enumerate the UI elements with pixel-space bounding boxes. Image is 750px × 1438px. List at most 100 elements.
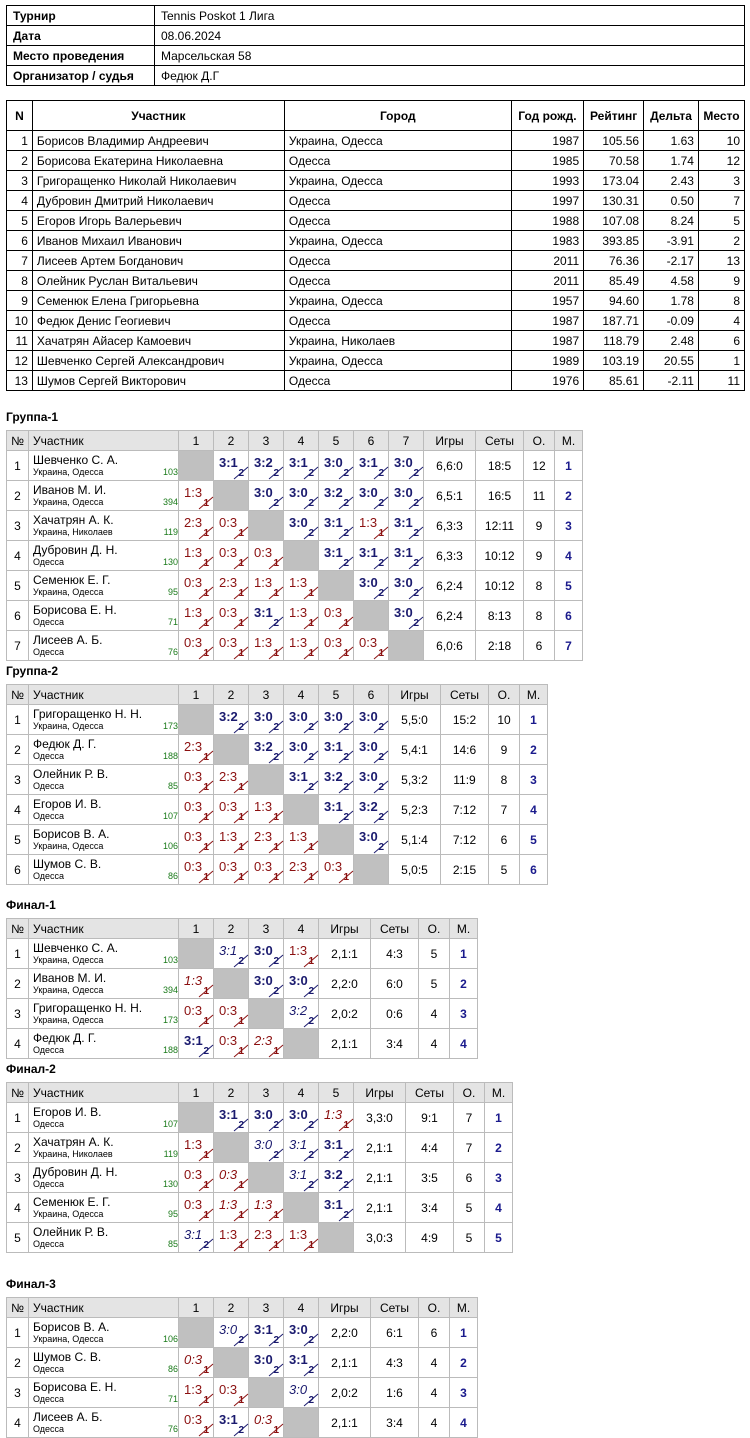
score-slash-icon — [338, 616, 354, 630]
match-score: 3:0 — [359, 709, 378, 724]
group-row: 2 Иванов М. И. Украина, Одесса 394 1:3 1 3:0 2 3… — [6, 968, 478, 999]
player-meta: Одесса 107 — [33, 811, 178, 821]
player-cell: Лисеев А. Б. Одесса 76 — [28, 1407, 179, 1438]
score-slash-icon — [233, 840, 249, 854]
player-city: Одесса — [33, 647, 65, 657]
match-score: 3:0 — [289, 1322, 308, 1337]
match-points: 2 — [343, 722, 349, 733]
score-slash-icon — [303, 720, 319, 734]
participant-cell: Одесса — [283, 210, 512, 231]
score-slash-icon — [373, 496, 389, 510]
row-number: 4 — [6, 540, 29, 571]
match-points: 1 — [203, 842, 209, 853]
place-header: М. — [449, 1297, 478, 1318]
points-cell: 5 — [488, 854, 520, 885]
match-score: 0:3 — [219, 1003, 238, 1018]
match-points: 1 — [343, 872, 349, 883]
sets-cell: 10:12 — [475, 540, 524, 571]
group-table: № Участник 1 2 3 4 5 6 7 Игры Сеты О. М. 1 Шевченко С.… — [6, 430, 583, 661]
participant-cell: 20.55 — [643, 350, 699, 371]
participant-cell: Украина, Одесса — [283, 230, 512, 251]
sets-cell: 2:18 — [475, 630, 524, 661]
score-slash-icon — [303, 1178, 319, 1192]
score-slash-icon — [338, 810, 354, 824]
match-result: 3:1 2 — [213, 450, 249, 481]
match-score: 0:3 — [184, 575, 203, 590]
match-score: 3:0 — [394, 605, 413, 620]
player-rating: 71 — [167, 1394, 178, 1404]
col-header: Год рожд. — [510, 100, 585, 131]
info-label: Турнир — [6, 5, 155, 26]
player-name: Иванов М. И. — [33, 483, 107, 497]
match-points: 1 — [273, 1210, 279, 1221]
participant-cell: -0.09 — [643, 310, 699, 331]
participant-cell: Одесса — [283, 270, 512, 291]
participant-row: 13 Шумов Сергей Викторович Одесса 1976 85.61… — [6, 370, 746, 391]
player-meta: Украина, Одесса 173 — [33, 721, 178, 731]
score-slash-icon — [303, 496, 319, 510]
row-number: 6 — [6, 854, 29, 885]
match-result: 3:0 2 — [353, 764, 389, 795]
games-cell: 5,1:4 — [388, 824, 441, 855]
self-cell — [248, 510, 284, 541]
games-cell: 2,1:1 — [353, 1132, 406, 1163]
match-result: 3:1 2 — [213, 938, 249, 969]
score-slash-icon — [268, 750, 284, 764]
match-score: 3:2 — [324, 769, 343, 784]
match-points: 1 — [238, 842, 244, 853]
score-slash-icon — [198, 1044, 214, 1058]
score-slash-icon — [198, 1014, 214, 1028]
group-header-row: № Участник 1 2 3 4 5 Игры Сеты О. М. — [6, 1082, 513, 1103]
match-score: 1:3 — [289, 943, 308, 958]
participant-row: 12 Шевченко Сергей Александрович Украина, … — [6, 350, 746, 371]
participant-cell: 7 — [697, 190, 746, 211]
sets-cell: 9:1 — [405, 1102, 454, 1133]
participant-cell: -2.17 — [643, 250, 699, 271]
match-score: 0:3 — [219, 515, 238, 530]
match-points: 2 — [378, 842, 384, 853]
match-result: 3:0 2 — [283, 704, 319, 735]
group-table: № Участник 1 2 3 4 Игры Сеты О. М. 1 Шевченко С. А.… — [6, 918, 478, 1059]
participant-row: 3 Григоращенко Николай Николаевич Украина,… — [6, 170, 746, 191]
player-cell: Шевченко С. А. Украина, Одесса 103 — [28, 450, 179, 481]
match-points: 2 — [273, 1150, 279, 1161]
opponent-header: 4 — [283, 430, 319, 451]
match-result: 0:3 1 — [213, 998, 249, 1029]
match-result: 2:3 1 — [248, 1028, 284, 1059]
row-number: 5 — [6, 824, 29, 855]
score-slash-icon — [373, 466, 389, 480]
player-cell: Федюк Д. Г. Одесса 188 — [28, 734, 179, 765]
match-points: 2 — [378, 588, 384, 599]
match-result: 3:0 2 — [283, 1317, 319, 1348]
player-name: Григоращенко Н. Н. — [33, 707, 143, 721]
match-points: 2 — [308, 1365, 314, 1376]
match-score: 3:0 — [289, 485, 308, 500]
match-score: 3:0 — [219, 1322, 238, 1337]
participant-cell: 70.58 — [583, 150, 645, 171]
participant-cell: 1987 — [510, 130, 585, 151]
self-cell — [353, 600, 389, 631]
opponent-header: 1 — [178, 918, 214, 939]
player-cell: Иванов М. И. Украина, Одесса 394 — [28, 968, 179, 999]
match-result: 3:1 2 — [283, 450, 319, 481]
self-cell — [178, 1102, 214, 1133]
match-score: 0:3 — [359, 635, 378, 650]
player-city: Украина, Одесса — [33, 1334, 104, 1344]
self-cell — [283, 1407, 319, 1438]
score-slash-icon — [198, 646, 214, 660]
match-result: 3:2 2 — [353, 794, 389, 825]
player-city: Украина, Одесса — [33, 955, 104, 965]
score-slash-icon — [268, 1333, 284, 1347]
match-score: 3:1 — [219, 455, 238, 470]
row-number: 2 — [6, 968, 29, 999]
sets-header: Сеты — [475, 430, 524, 451]
match-score: 0:3 — [254, 859, 273, 874]
participant-cell: 1983 — [510, 230, 585, 251]
info-row: Место проведения Марсельская 58 — [6, 45, 745, 66]
player-city: Одесса — [33, 1179, 65, 1189]
row-number: 6 — [6, 600, 29, 631]
match-result: 0:3 1 — [178, 630, 214, 661]
score-slash-icon — [303, 780, 319, 794]
col-header: Город — [283, 100, 512, 131]
games-header: Игры — [318, 918, 371, 939]
